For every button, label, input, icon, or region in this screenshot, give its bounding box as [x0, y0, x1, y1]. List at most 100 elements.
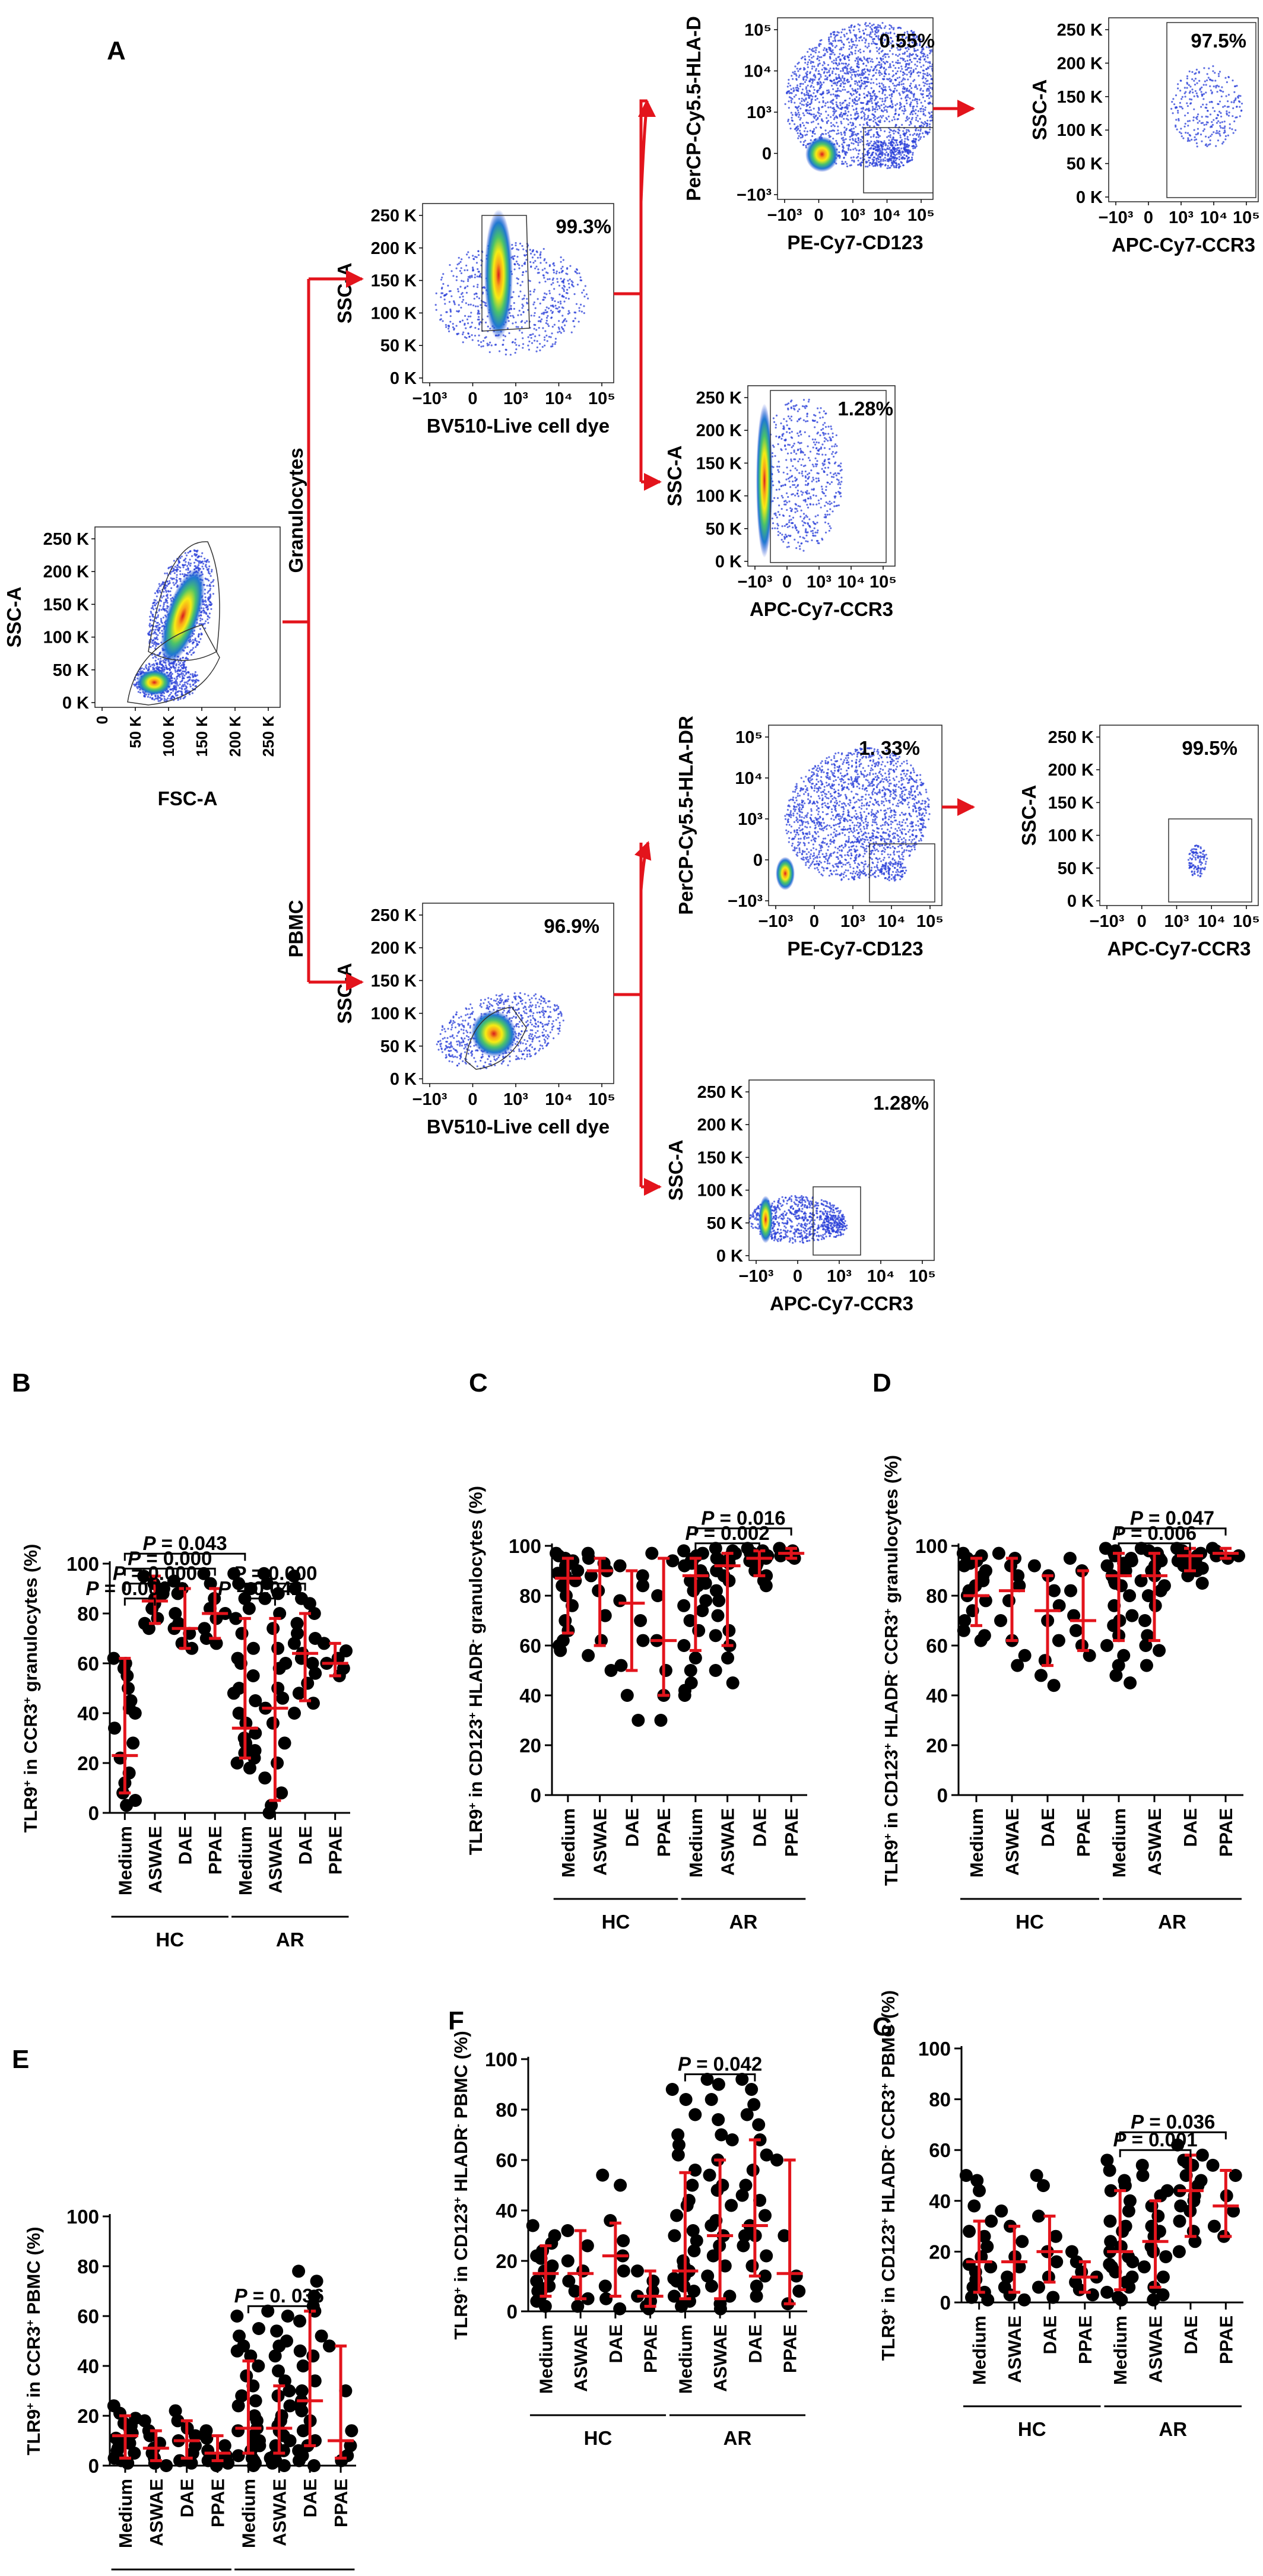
gate-percent: 0.55%: [879, 30, 935, 52]
y-tick-label: −10³: [737, 186, 772, 205]
data-point: [273, 1607, 287, 1620]
panel-d: D 0 20 40 60 80 100 TLR9+ in CD123+ HLADR- CCR3…: [872, 1368, 1246, 1933]
cd123-gate: [863, 127, 933, 193]
density-core: [137, 669, 172, 695]
data-point: [1138, 1614, 1152, 1627]
granulocyte-gate: [148, 541, 220, 661]
data-point: [1100, 1639, 1114, 1652]
data-point: [235, 2389, 249, 2403]
data-point: [1124, 1676, 1137, 1689]
x-tick-label: 10⁵: [907, 206, 935, 225]
data-point: [963, 1557, 977, 1570]
y-tick-label: 80: [519, 1585, 541, 1607]
series-aswae-1: [581, 1546, 618, 1677]
data-point: [244, 1582, 258, 1595]
data-point: [677, 1544, 691, 1558]
y-tick-label: 10⁵: [735, 728, 763, 747]
density-core: [160, 567, 205, 665]
data-point: [307, 2459, 321, 2472]
y-axis-label: TLR9+ in CCR3+ PBMC (%): [23, 2226, 44, 2455]
panel-g: G 0 20 40 60 80 100 TLR9+ in CD123+ HLADR- CCR3…: [872, 1990, 1243, 2440]
data-point: [675, 2299, 688, 2313]
x-tick-label: PPAE: [780, 2324, 801, 2373]
series-aswae-5: [709, 1542, 742, 1689]
panel-f: F 0 20 40 60 80 100 TLR9+ in CD123+ HLADR- PBMC…: [448, 2006, 807, 2449]
data-point: [981, 2293, 995, 2307]
data-point: [252, 2322, 266, 2335]
data-point: [688, 2108, 702, 2121]
panel-b: B 0 20 40 60 80 100 TLR9+ in CCR3+ granulocytes…: [12, 1368, 353, 1951]
series-medium-0: [959, 2169, 998, 2307]
flow-plot-area: [776, 747, 935, 903]
data-point: [687, 1584, 700, 1597]
p-value-label: P = 0.006: [1112, 1522, 1197, 1544]
data-point: [677, 1599, 691, 1612]
flow-plot-area: [1168, 818, 1252, 903]
x-tick-label: 10⁵: [588, 389, 615, 408]
x-tick-label: ASWAE: [710, 2324, 731, 2392]
data-point: [1156, 2288, 1170, 2302]
data-point: [293, 2399, 307, 2413]
data-point: [972, 2184, 986, 2197]
data-point: [278, 1736, 291, 1750]
data-point: [124, 2419, 138, 2432]
y-tick-label: 150 K: [371, 272, 417, 291]
y-tick-label: 10⁵: [744, 21, 772, 40]
data-point: [1103, 2164, 1116, 2177]
data-point: [227, 1567, 241, 1580]
data-point: [680, 2199, 694, 2212]
data-point: [670, 2209, 684, 2222]
series-ppae-7: [770, 2153, 806, 2311]
data-point: [272, 2364, 285, 2378]
data-point: [1030, 2169, 1043, 2182]
scatter-panels: B 0 20 40 60 80 100 TLR9+ in CCR3+ granulocytes…: [12, 1368, 1246, 2571]
panel-label: F: [448, 2006, 464, 2035]
data-point: [276, 1691, 290, 1705]
bracket: [684, 2073, 756, 2082]
ccr3-gate: [813, 1186, 861, 1256]
data-point: [243, 1761, 256, 1775]
data-point: [1195, 1561, 1209, 1575]
data-point: [185, 1641, 199, 1655]
x-tick-label: −10³: [767, 206, 802, 225]
series-dae-2: [169, 2404, 202, 2470]
gate-percent: 99.5%: [1182, 737, 1237, 759]
data-point: [713, 1554, 727, 1568]
data-point: [711, 1609, 725, 1622]
bracket: [1118, 1542, 1191, 1551]
y-tick-label: 250 K: [371, 207, 417, 225]
series-medium-0: [550, 1546, 585, 1657]
y-tick-label: 60: [519, 1635, 541, 1657]
data-point: [257, 1567, 271, 1580]
x-tick-label: Medium: [535, 2324, 556, 2394]
significance-annotation: P = 0. 036: [234, 2285, 324, 2314]
data-point: [249, 1694, 262, 1707]
density-core: [805, 136, 839, 172]
x-tick-label: PPAE: [653, 1808, 674, 1857]
data-point: [232, 1707, 246, 1720]
series-ppae-7: [773, 1542, 805, 1565]
p-value-label: P = 0.042: [218, 1577, 302, 1599]
x-tick-label: 0: [468, 1090, 477, 1109]
x-tick-label: DAE: [621, 1808, 642, 1847]
data-point: [530, 2249, 544, 2263]
y-tick-label: 80: [77, 2256, 99, 2278]
y-axis-label: TLR9+ in CD123+ HLADR- CCR3+ PBMC (%): [878, 1990, 899, 2361]
data-point: [962, 2225, 976, 2238]
data-point: [979, 1594, 992, 1608]
plot-frame: [94, 526, 281, 708]
y-axis-label: PerCP-Cy5.5-HLA-DR: [675, 716, 697, 915]
data-point: [1069, 1624, 1083, 1637]
data-point: [642, 2302, 656, 2315]
data-point: [344, 2439, 357, 2453]
data-point: [1141, 1589, 1155, 1602]
data-point: [229, 1612, 243, 1625]
live-gate: [481, 215, 530, 332]
gate-percent: 96.9%: [544, 915, 599, 937]
x-tick-label: 10⁴: [867, 1267, 895, 1286]
y-tick-label: 100 K: [371, 1005, 417, 1024]
x-tick-label: 200 K: [226, 716, 244, 757]
y-axis-label: SSC-A: [1018, 785, 1040, 846]
x-tick-label: 10⁴: [878, 912, 906, 931]
series-aswae-1: [995, 2204, 1031, 2307]
